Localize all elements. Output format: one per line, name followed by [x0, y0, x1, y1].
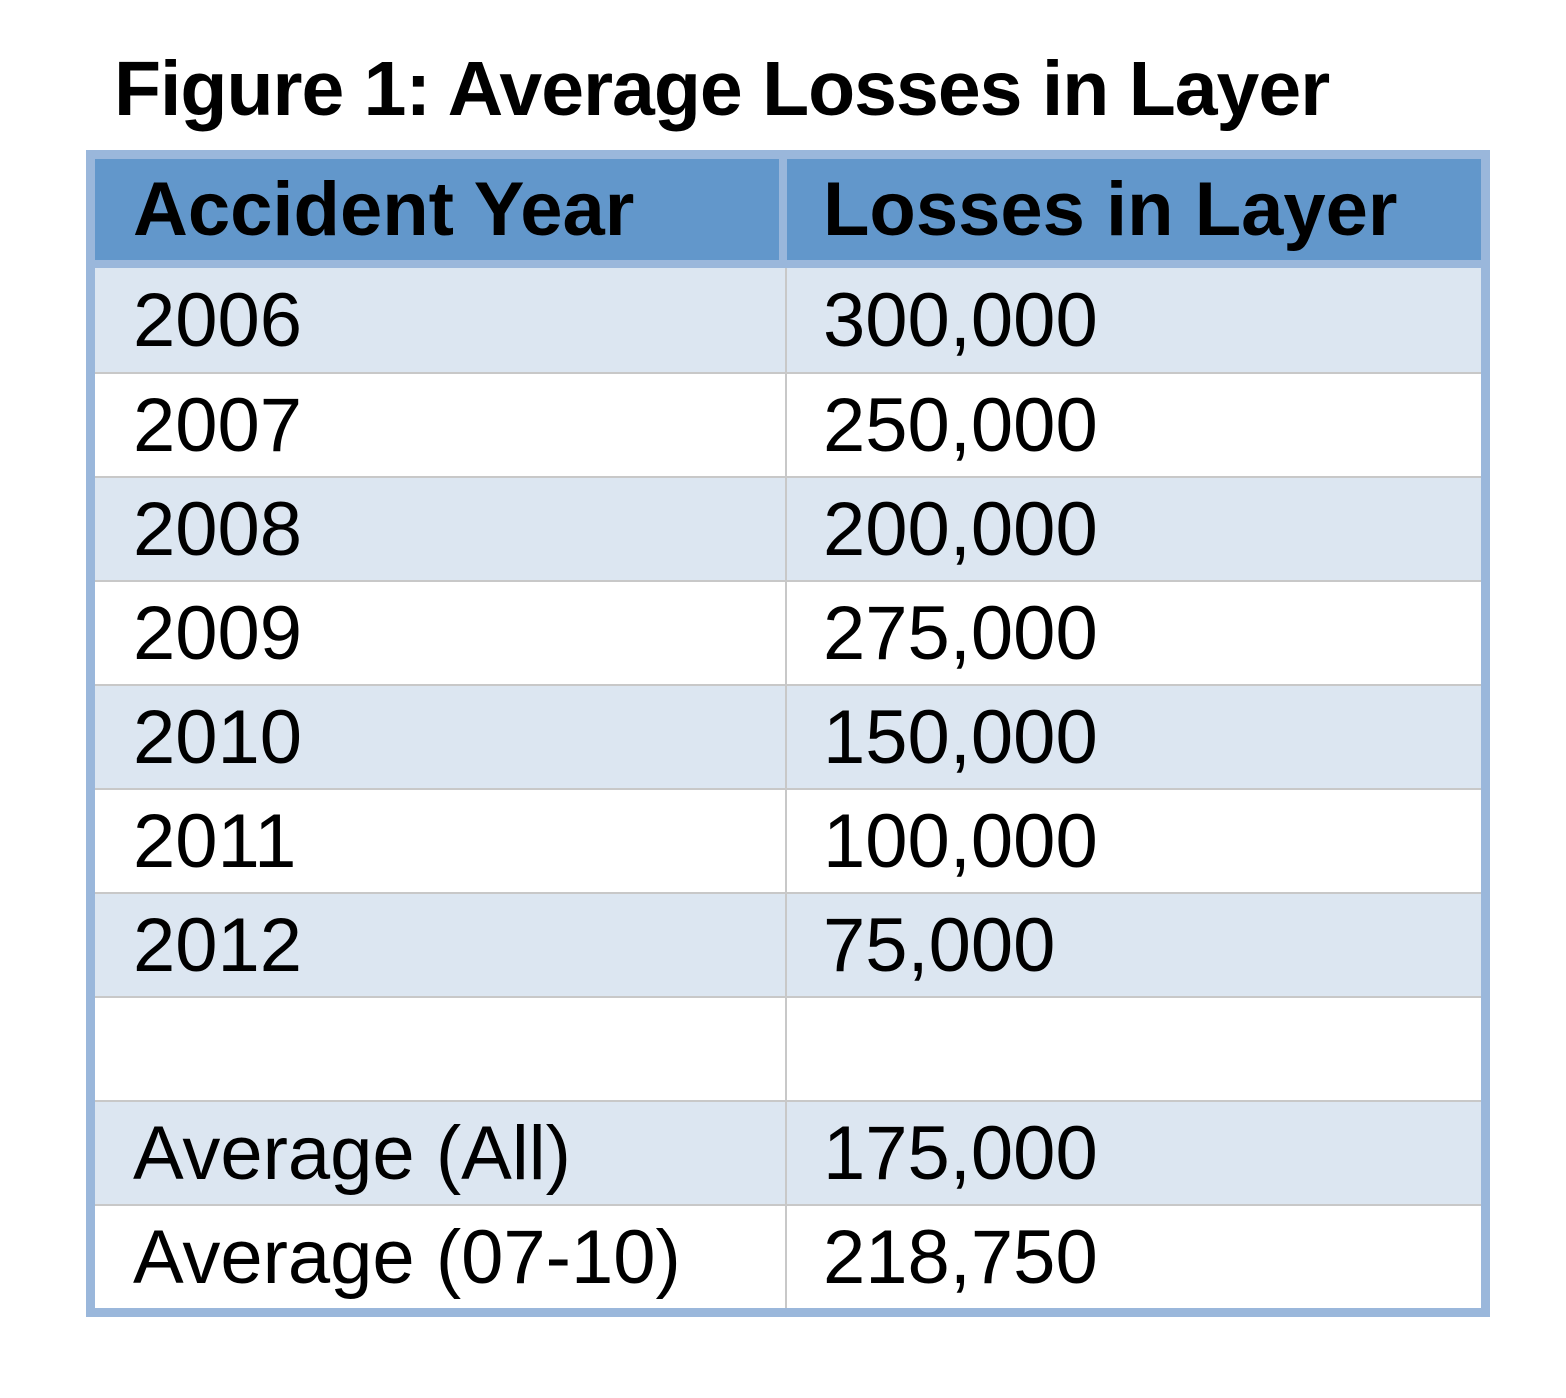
accident-year-cell: 2010 [95, 686, 787, 788]
table-row: 2009 275,000 [95, 580, 1481, 684]
table-row: Average (All) 175,000 [95, 1100, 1481, 1204]
accident-year-cell [95, 998, 787, 1100]
losses-value-cell: 218,750 [823, 1214, 1098, 1300]
losses-value-cell: 100,000 [823, 798, 1098, 884]
header-cell-losses-in-layer: Losses in Layer [823, 167, 1398, 252]
losses-value-cell: 75,000 [823, 902, 1056, 988]
accident-year-cell: 2006 [95, 268, 787, 372]
table-row: 2007 250,000 [95, 372, 1481, 476]
table-row: Average (07-10) 218,750 [95, 1204, 1481, 1308]
losses-value-cell: 250,000 [823, 382, 1098, 468]
table-row: 2008 200,000 [95, 476, 1481, 580]
table-header-row: Accident Year Losses in Layer [95, 159, 1481, 268]
accident-year-cell: Average (07-10) [95, 1206, 787, 1308]
table-row: 2012 75,000 [95, 892, 1481, 996]
losses-value-cell: 300,000 [823, 277, 1098, 363]
table-row [95, 996, 1481, 1100]
losses-value-cell [787, 998, 1481, 1100]
accident-year-cell: 2009 [95, 582, 787, 684]
table-row: 2010 150,000 [95, 684, 1481, 788]
accident-year-cell: 2011 [95, 790, 787, 892]
header-cell-accident-year: Accident Year [95, 159, 787, 260]
losses-table: Accident Year Losses in Layer 2006 300,0… [86, 150, 1490, 1317]
figure-title: Figure 1: Average Losses in Layer [114, 46, 1330, 132]
losses-value-cell: 200,000 [823, 486, 1098, 572]
losses-value-cell: 150,000 [823, 694, 1098, 780]
accident-year-cell: 2007 [95, 374, 787, 476]
table-row: 2011 100,000 [95, 788, 1481, 892]
accident-year-cell: 2008 [95, 478, 787, 580]
accident-year-cell: Average (All) [95, 1102, 787, 1204]
accident-year-cell: 2012 [95, 894, 787, 996]
table-row: 2006 300,000 [95, 268, 1481, 372]
losses-value-cell: 175,000 [823, 1110, 1098, 1196]
losses-value-cell: 275,000 [823, 590, 1098, 676]
table-body: 2006 300,000 2007 250,000 2008 200,000 2… [95, 268, 1481, 1308]
